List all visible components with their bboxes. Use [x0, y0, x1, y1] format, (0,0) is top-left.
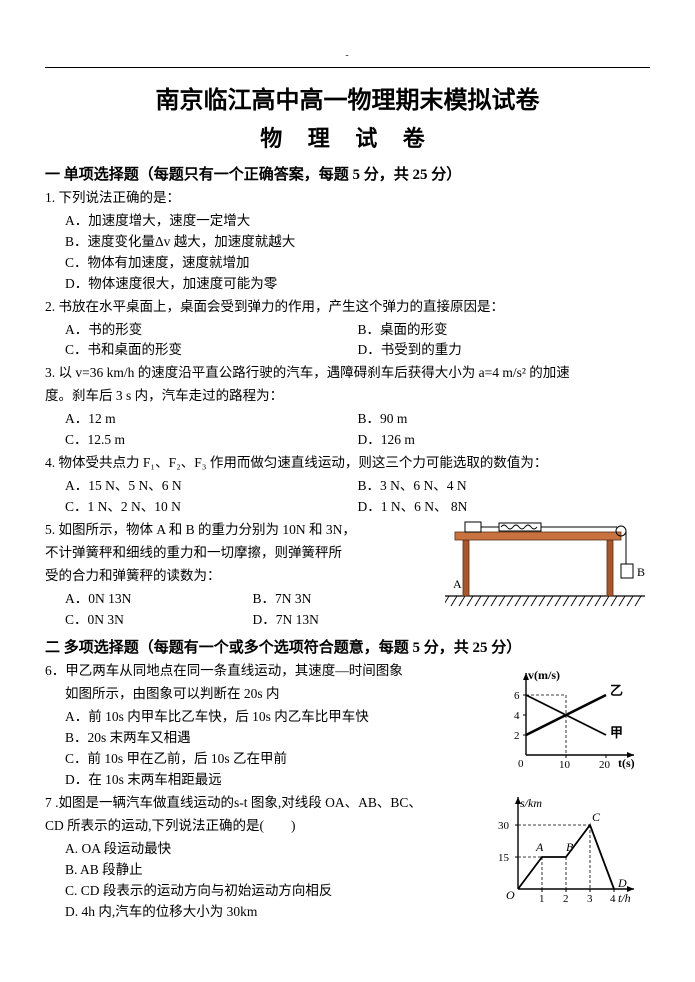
q3-D: D．126 m [358, 430, 651, 451]
q2-B: B．桌面的形变 [358, 320, 651, 341]
q4-B: B．3 N、6 N、4 N [358, 476, 651, 497]
svg-text:1: 1 [539, 893, 545, 905]
q3-stem1: 3. 以 v=36 km/h 的速度沿平直公路行驶的汽车，遇障碍刹车后获得大小为… [45, 363, 650, 384]
q5-labelB: B [637, 565, 645, 579]
q1-opts: A．加速度增大，速度一定增大 B．速度变化量Δv 越大，加速度就越大 C．物体有… [45, 211, 650, 295]
q7-B: B. AB 段静止 [65, 860, 501, 881]
q6-diagram: 2 4 6 10 20 v(m/s) t(s) 乙 甲 0 [502, 665, 642, 780]
svg-text:v(m/s): v(m/s) [528, 668, 560, 682]
q7-diagram: 15 30 1 2 3 4 s/km [492, 789, 642, 914]
q3-B: B．90 m [358, 409, 651, 430]
svg-text:30: 30 [498, 820, 510, 832]
q6-C: C．前 10s 甲在乙前，后 10s 乙在甲前 [65, 749, 501, 770]
q5-A: A．0N 13N [65, 589, 253, 610]
svg-text:C: C [592, 810, 601, 824]
q6-block: 6．甲乙两车从同地点在同一条直线运动，其速度—时间图象 如图所示，由图象可以判断… [45, 661, 650, 791]
q5-diagram: A B [445, 518, 650, 615]
svg-text:甲: 甲 [610, 725, 623, 740]
q7-A: A. OA 段运动最快 [65, 839, 501, 860]
q1-D: D．物体速度很大，加速度可能为零 [65, 274, 650, 295]
q5-opts: A．0N 13N B．7N 3N C．0N 3N D．7N 13N [45, 589, 440, 631]
svg-text:15: 15 [498, 852, 510, 864]
q1-B: B．速度变化量Δv 越大，加速度就越大 [65, 232, 650, 253]
svg-text:6: 6 [514, 690, 520, 702]
q6-D: D．在 10s 末两车相距最远 [65, 770, 501, 791]
svg-text:4: 4 [514, 710, 520, 722]
title-sub: 物 理 试 卷 [45, 121, 650, 153]
svg-text:t(s): t(s) [618, 756, 635, 770]
q4-C: C．1 N、2 N、10 N [65, 497, 358, 518]
q3-opts: A．12 m B．90 m C．12.5 m D．126 m [45, 409, 650, 451]
svg-text:B: B [566, 840, 574, 854]
q2-A: A．书的形变 [65, 320, 358, 341]
svg-text:s/km: s/km [520, 796, 542, 810]
q7-opts: A. OA 段运动最快 B. AB 段静止 C. CD 段表示的运动方向与初始运… [45, 839, 501, 923]
q5-D: D．7N 13N [253, 610, 441, 631]
svg-text:4: 4 [610, 893, 616, 905]
top-rule [45, 67, 650, 68]
q5-B: B．7N 3N [253, 589, 441, 610]
section1-head: 一 单项选择题（每题只有一个正确答案，每题 5 分，共 25 分） [45, 163, 650, 184]
q6-A: A．前 10s 内甲车比乙车快，后 10s 内乙车比甲车快 [65, 707, 501, 728]
page-marker: - [45, 50, 650, 61]
section2-head: 二 多项选择题（每题有一个或多个选项符合题意，每题 5 分，共 25 分） [45, 636, 650, 657]
q3-stem2: 度。刹车后 3 s 内，汽车走过的路程为： [45, 386, 650, 407]
svg-text:2: 2 [563, 893, 569, 905]
svg-text:t/h: t/h [618, 891, 631, 905]
q5-block: 5. 如图所示，物体 A 和 B 的重力分别为 10N 和 3N， 不计弹簧秤和… [45, 520, 650, 631]
title-main: 南京临江高中高一物理期末模拟试卷 [45, 80, 650, 115]
q1-C: C．物体有加速度，速度就增加 [65, 253, 650, 274]
svg-text:0: 0 [518, 758, 524, 770]
q4-opts: A．15 N、5 N、6 N B．3 N、6 N、4 N C．1 N、2 N、1… [45, 476, 650, 518]
q2-D: D．书受到的重力 [358, 340, 651, 361]
q6-opts: A．前 10s 内甲车比乙车快，后 10s 内乙车比甲车快 B．20s 末两车又… [45, 707, 501, 791]
q4-D: D．1 N、6 N、 8N [358, 497, 651, 518]
q3-C: C．12.5 m [65, 430, 358, 451]
q5-C: C．0N 3N [65, 610, 253, 631]
q1-A: A．加速度增大，速度一定增大 [65, 211, 650, 232]
q2-stem: 2. 书放在水平桌面上，桌面会受到弹力的作用，产生这个弹力的直接原因是： [45, 297, 650, 318]
q5-labelA: A [453, 577, 462, 591]
q1-stem: 1. 下列说法正确的是： [45, 188, 650, 209]
q7-block: 7 .如图是一辆汽车做直线运动的s-t 图象,对线段 OA、AB、BC、 CD … [45, 793, 650, 923]
q3-A: A．12 m [65, 409, 358, 430]
svg-text:10: 10 [559, 759, 571, 771]
q2-opts: A．书的形变 B．桌面的形变 C．书和桌面的形变 D．书受到的重力 [45, 320, 650, 362]
svg-text:3: 3 [587, 893, 593, 905]
q7-D: D. 4h 内,汽车的位移大小为 30km [65, 902, 501, 923]
svg-text:2: 2 [514, 730, 520, 742]
q6-B: B．20s 末两车又相遇 [65, 728, 501, 749]
svg-text:A: A [535, 840, 544, 854]
q2-C: C．书和桌面的形变 [65, 340, 358, 361]
svg-text:O: O [506, 888, 515, 902]
svg-text:20: 20 [599, 759, 611, 771]
svg-text:乙: 乙 [610, 683, 623, 698]
q4-stem: 4. 物体受共点力 F₁、F₂、F₃ 作用而做匀速直线运动，则这三个力可能选取的… [45, 453, 650, 474]
exam-page: - 南京临江高中高一物理期末模拟试卷 物 理 试 卷 一 单项选择题（每题只有一… [0, 0, 695, 982]
svg-text:D: D [617, 876, 627, 890]
q7-C: C. CD 段表示的运动方向与初始运动方向相反 [65, 881, 501, 902]
q4-A: A．15 N、5 N、6 N [65, 476, 358, 497]
